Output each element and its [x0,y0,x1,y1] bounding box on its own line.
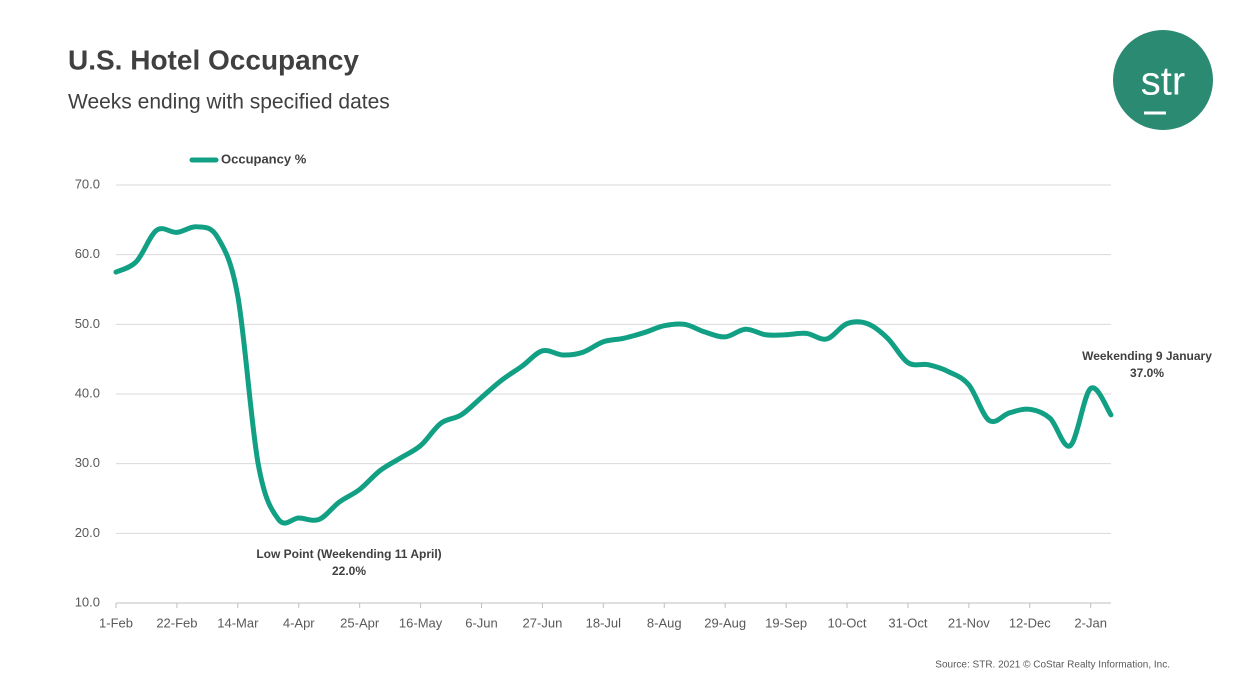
x-tick-label: 31-Oct [888,615,927,630]
x-tick-label: 22-Feb [156,615,197,630]
source: Source: STR. 2021 © CoStar Realty Inform… [935,660,1170,671]
series-line [113,224,1114,526]
x-tick-label: 18-Jul [586,615,622,630]
x-tick-label: 16-May [399,615,443,630]
y-tick-label: 60.0 [75,246,100,261]
x-tick-label: 19-Sep [765,615,807,630]
x-tick-label: 12-Dec [1009,615,1051,630]
y-tick-label: 30.0 [75,455,100,470]
y-tick-label: 10.0 [75,594,100,609]
annotation: 22.0% [332,564,366,578]
x-tick-label: 4-Apr [283,615,315,630]
legend-label: Occupancy % [221,151,307,166]
y-tick-label: 20.0 [75,525,100,540]
logo-circle [1113,30,1213,130]
annotation: Low Point (Weekending 11 April) [256,547,441,561]
x-tick-label: 14-Mar [217,615,259,630]
annotation: 37.0% [1130,366,1164,380]
chart-subtitle: Weeks ending with specified dates [68,91,390,114]
x-tick-label: 1-Feb [99,615,133,630]
x-tick-label: 29-Aug [704,615,746,630]
x-tick-label: 10-Oct [828,615,867,630]
y-tick-label: 50.0 [75,316,100,331]
logo: str [1141,60,1185,104]
x-tick-label: 21-Nov [948,615,990,630]
x-tick-label: 6-Jun [465,615,498,630]
x-tick-label: 25-Apr [340,615,380,630]
x-tick-label: 27-Jun [523,615,563,630]
y-tick-label: 70.0 [75,176,100,191]
x-tick-label: 2-Jan [1074,615,1107,630]
x-tick-label: 8-Aug [647,615,682,630]
y-tick-label: 40.0 [75,385,100,400]
annotation: Weekending 9 January [1082,349,1212,363]
chart-title: U.S. Hotel Occupancy [68,44,359,75]
